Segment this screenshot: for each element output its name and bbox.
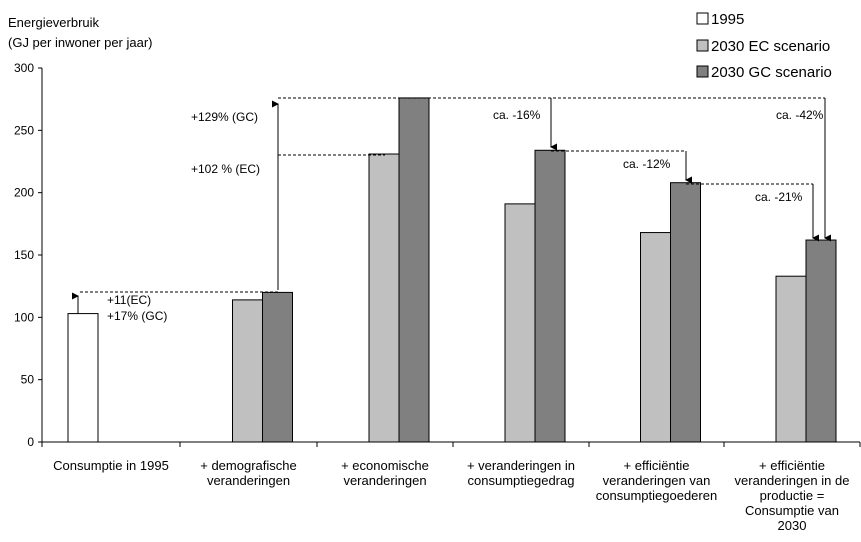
annotation-plus-129-gc: +129% (GC) [191,110,258,124]
legend: 1995 2030 EC scenario 2030 GC scenario [696,11,832,81]
bars [67,97,837,443]
bar-2030-ec [504,203,536,443]
y-axis-title-line-1: Energieverbruik [8,15,100,30]
category-label: + demografische veranderingen [200,458,296,488]
annotation-minus-16: ca. -16% [493,108,541,122]
legend-item-1995: 1995 [696,11,744,28]
legend-swatch-ec [696,39,709,52]
legend-label-gc: 2030 GC scenario [711,64,832,81]
annotation-minus-12: ca. -12% [623,157,671,171]
bar-2030-gc [534,149,566,443]
y-tick-label: 0 [27,435,34,449]
category-label: + economische veranderingen [341,458,429,488]
legend-label-1995: 1995 [711,11,744,28]
annotation-plus-17-gc: +17% (GC) [107,309,167,323]
y-tick-label: 300 [14,61,34,75]
y-tick-label: 200 [14,186,34,200]
legend-swatch-gc [696,65,709,78]
category-label: + veranderingen in consumptiegedrag [467,458,575,488]
category-label: + efficiëntie veranderingen van consumptie… [596,458,717,503]
bar-2030-gc [805,239,837,443]
bar-2030-gc [262,291,293,443]
legend-item-ec: 2030 EC scenario [696,38,830,55]
category-labels: Consumptie in 1995 + demografische verande… [53,458,849,533]
bar-1995 [67,313,99,443]
annotation-plus-102-ec: +102 % (EC) [191,162,260,176]
annotation-minus-21: ca. -21% [755,190,803,204]
y-tick-label: 50 [21,373,35,387]
annotations: +11(EC) +17% (GC) +129% (GC) +102 % (EC)… [107,108,824,323]
annotation-guides [72,97,831,314]
legend-item-gc: 2030 GC scenario [696,64,832,81]
legend-swatch-1995 [696,12,709,25]
category-label: Consumptie in 1995 [53,458,169,473]
bar-2030-ec [775,275,807,443]
annotation-plus-11-ec: +11(EC) [107,293,151,307]
bar-2030-gc [398,97,430,443]
x-axis-ticks [41,442,861,447]
category-label: + efficiëntie veranderingen in de producti… [735,458,850,533]
y-tick-label: 100 [14,310,34,324]
y-axis-ticks: 0 50 100 150 200 250 300 [14,61,42,449]
bar-2030-ec [640,232,671,443]
y-tick-label: 250 [14,123,34,137]
bar-2030-ec [368,153,400,443]
bar-2030-ec [232,299,263,443]
legend-label-ec: 2030 EC scenario [711,38,830,55]
bar-2030-gc [670,182,701,443]
y-tick-label: 150 [14,248,34,262]
y-axis-title-line-2: (GJ per inwoner per jaar) [8,35,153,50]
annotation-minus-42: ca. -42% [776,108,824,122]
